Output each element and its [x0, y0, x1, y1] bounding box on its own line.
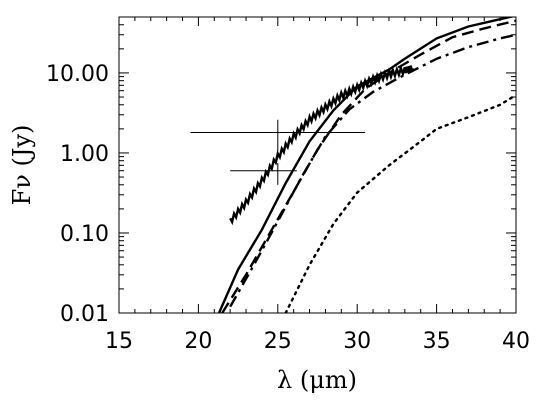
y-tick-label: 10.00 [46, 62, 109, 87]
series-spectrum-line [229, 64, 414, 226]
series-dotted-line [284, 93, 516, 313]
y-tick-label: 1.00 [60, 142, 109, 167]
x-tick-label: 15 [105, 329, 133, 354]
tick-labels: 15 20 25 30 35 40 0.01 0.10 1.00 10.00 [46, 62, 530, 354]
series-solid-line [217, 17, 516, 313]
axis-ticks [118, 16, 517, 314]
plot-frame [118, 16, 517, 314]
y-axis-label: Fν (Jy) [8, 125, 36, 206]
x-tick-label: 30 [343, 329, 371, 354]
y-tick-label: 0.10 [60, 222, 109, 247]
x-tick-label: 20 [184, 329, 212, 354]
x-tick-label: 40 [502, 329, 530, 354]
series-group [217, 17, 516, 313]
series-dashed-line [221, 19, 516, 313]
error-bars [190, 119, 366, 185]
y-tick-label: 0.01 [60, 302, 109, 327]
x-tick-label: 35 [423, 329, 451, 354]
x-axis-label: λ (μm) [277, 366, 357, 394]
x-tick-label: 25 [264, 329, 292, 354]
